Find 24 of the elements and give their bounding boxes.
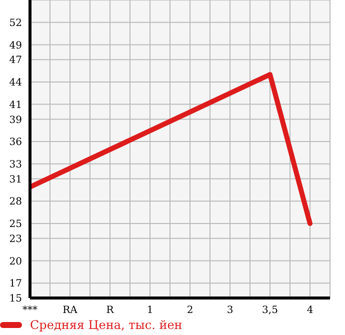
- x-tick-label: 3: [226, 305, 234, 316]
- x-tick-label: ***: [22, 305, 38, 316]
- x-tick-label: 4: [306, 305, 314, 316]
- y-tick-label: 20: [9, 256, 22, 268]
- x-tick-label: 3,5: [262, 305, 278, 316]
- y-tick-label: 36: [9, 137, 22, 148]
- y-tick-label: 33: [9, 159, 22, 170]
- x-tick-label: 1: [146, 305, 154, 316]
- y-tick-label: 25: [9, 219, 22, 230]
- legend-label: Средняя Цена, тыс. йен: [30, 318, 182, 332]
- y-tick-label: 15: [9, 294, 22, 305]
- y-tick-label: 39: [9, 114, 22, 126]
- y-tick-label: 31: [9, 174, 22, 186]
- y-tick-label: 44: [9, 78, 22, 88]
- x-tick-label: 2: [186, 305, 194, 316]
- y-tick-label: 28: [9, 196, 22, 208]
- y-tick-label: 52: [9, 18, 22, 29]
- x-tick-label: R: [106, 305, 114, 316]
- y-tick-label: 23: [9, 234, 22, 245]
- y-tick-label: 41: [9, 100, 22, 111]
- y-tick-label: 17: [9, 278, 22, 290]
- y-tick-label: 49: [9, 40, 22, 52]
- x-tick-label: RA: [62, 305, 78, 316]
- y-tick-label: 47: [9, 55, 22, 66]
